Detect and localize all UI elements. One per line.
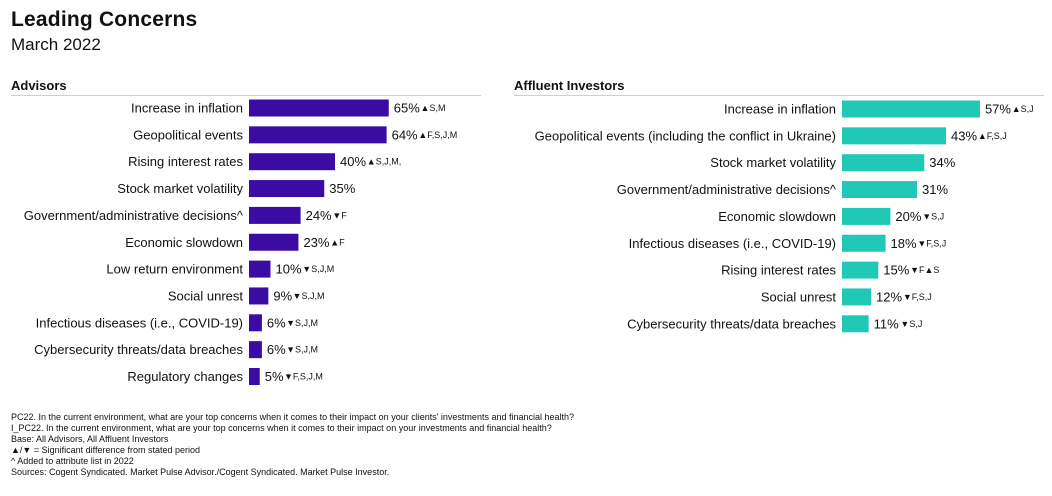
advisors-significance-marker-geopolitical-events: ▲F,S,J,M [418, 130, 457, 140]
advisors-value-label-infectious-diseases-i-e-covid-19: 6% [267, 315, 286, 330]
advisors-panel-title: Advisors [11, 78, 67, 93]
investors-bar-social-unrest [842, 288, 872, 306]
investors-category-label-cybersecurity-threats-data-breaches: Cybersecurity threats/data breaches [627, 316, 836, 331]
advisors-significance-marker-economic-slowdown: ▲F [330, 237, 345, 247]
advisors-value-label-government-administrative-decisions: 24% [306, 208, 332, 223]
investors-bar-increase-in-inflation [842, 100, 980, 118]
investors-value-label-geopolitical-events-including-the-conflict-in-ukraine: 43% [951, 128, 977, 143]
advisors-significance-marker-government-administrative-decisions: ▼F [332, 210, 347, 220]
investors-significance-marker-economic-slowdown: ▼S,J [922, 211, 944, 221]
advisors-significance-marker-rising-interest-rates: ▲S,J,M, [367, 157, 401, 167]
advisors-bar-rising-interest-rates [249, 153, 335, 171]
advisors-bar-low-return-environment [249, 260, 271, 278]
advisors-category-label-economic-slowdown: Economic slowdown [125, 235, 243, 250]
investors-category-label-rising-interest-rates: Rising interest rates [721, 263, 836, 278]
advisors-value-label-economic-slowdown: 23% [303, 235, 329, 250]
investors-value-label-government-administrative-decisions: 31% [922, 182, 948, 197]
investors-bar-economic-slowdown [842, 207, 891, 225]
investors-category-label-economic-slowdown: Economic slowdown [718, 209, 836, 224]
investors-significance-marker-geopolitical-events-including-the-conflict-in-ukraine: ▲F,S,J [978, 131, 1007, 141]
investors-bar-rising-interest-rates [842, 261, 879, 279]
advisors-significance-marker-social-unrest: ▼S,J,M [293, 291, 325, 301]
advisors-significance-marker-increase-in-inflation: ▲S,M [421, 103, 446, 113]
advisors-bar-social-unrest [249, 287, 269, 305]
investors-divider [514, 95, 1044, 96]
advisors-value-label-geopolitical-events: 64% [392, 127, 418, 142]
investors-value-label-social-unrest: 12% [876, 289, 902, 304]
advisors-value-label-stock-market-volatility: 35% [329, 181, 355, 196]
advisors-category-label-government-administrative-decisions: Government/administrative decisions^ [24, 208, 244, 223]
advisors-value-label-rising-interest-rates: 40% [340, 154, 366, 169]
advisors-bar-government-administrative-decisions [249, 206, 301, 224]
advisors-category-label-low-return-environment: Low return environment [106, 262, 243, 277]
advisors-category-label-stock-market-volatility: Stock market volatility [117, 181, 243, 196]
advisors-bar-chart: Increase in inflation 65% ▲S,M Geopolitical… [24, 99, 457, 385]
advisors-category-label-increase-in-inflation: Increase in inflation [131, 101, 243, 116]
investors-significance-marker-infectious-diseases-i-e-covid-19: ▼F,S,J [917, 238, 946, 248]
investors-value-label-cybersecurity-threats-data-breaches: 11% [874, 316, 899, 331]
investors-category-label-government-administrative-decisions: Government/administrative decisions^ [617, 182, 837, 197]
investors-value-label-infectious-diseases-i-e-covid-19: 18% [891, 236, 917, 251]
page-title: Leading Concerns [11, 8, 198, 31]
advisors-significance-marker-low-return-environment: ▼S,J,M [302, 264, 334, 274]
footnote-advisor-question: PC22. In the current environment, what a… [11, 412, 575, 422]
advisors-bar-regulatory-changes [249, 368, 260, 385]
advisors-value-label-social-unrest: 9% [273, 288, 292, 303]
advisors-bar-increase-in-inflation [249, 99, 389, 117]
advisors-bar-infectious-diseases-i-e-covid-19 [249, 314, 262, 332]
footnotes: PC22. In the current environment, what a… [11, 412, 574, 478]
advisors-category-label-social-unrest: Social unrest [168, 288, 244, 303]
advisors-category-label-cybersecurity-threats-data-breaches: Cybersecurity threats/data breaches [34, 342, 243, 357]
advisors-value-label-cybersecurity-threats-data-breaches: 6% [267, 342, 286, 357]
advisors-significance-marker-cybersecurity-threats-data-breaches: ▼S,J,M [286, 345, 318, 355]
investors-panel-title: Affluent Investors [514, 78, 625, 93]
advisors-divider [11, 95, 481, 96]
advisors-bar-stock-market-volatility [249, 180, 325, 198]
footnote-added-attribute: ^ Added to attribute list in 2022 [11, 456, 134, 466]
advisors-category-label-infectious-diseases-i-e-covid-19: Infectious diseases (i.e., COVID-19) [36, 315, 243, 330]
investors-value-label-economic-slowdown: 20% [895, 209, 921, 224]
footnote-sources: Sources: Cogent Syndicated. Market Pulse… [11, 467, 390, 477]
advisors-category-label-rising-interest-rates: Rising interest rates [128, 154, 243, 169]
investors-value-label-rising-interest-rates: 15% [883, 263, 909, 278]
advisors-value-label-increase-in-inflation: 65% [394, 101, 420, 116]
advisors-value-label-regulatory-changes: 5% [265, 369, 284, 384]
advisors-significance-marker-regulatory-changes: ▼F,S,J,M [284, 372, 323, 382]
investors-category-label-increase-in-inflation: Increase in inflation [724, 102, 836, 117]
investors-bar-government-administrative-decisions [842, 181, 918, 199]
investors-significance-marker-rising-interest-rates: ▼F▲S [910, 265, 939, 275]
investors-bar-stock-market-volatility [842, 154, 925, 172]
investors-value-label-increase-in-inflation: 57% [985, 102, 1011, 117]
advisors-category-label-regulatory-changes: Regulatory changes [127, 369, 243, 384]
footnote-investor-question: I_PC22. In the current environment, what… [11, 423, 552, 433]
investors-category-label-infectious-diseases-i-e-covid-19: Infectious diseases (i.e., COVID-19) [629, 236, 836, 251]
investors-category-label-social-unrest: Social unrest [761, 289, 837, 304]
advisors-bar-geopolitical-events [249, 126, 387, 144]
advisors-bar-cybersecurity-threats-data-breaches [249, 341, 262, 359]
footnote-base: Base: All Advisors, All Affluent Investo… [11, 434, 169, 444]
investors-significance-marker-cybersecurity-threats-data-breaches: ▼S,J [900, 319, 922, 329]
investors-bar-cybersecurity-threats-data-breaches [842, 315, 869, 333]
advisors-significance-marker-infectious-diseases-i-e-covid-19: ▼S,J,M [286, 318, 318, 328]
investors-bar-infectious-diseases-i-e-covid-19 [842, 234, 886, 252]
investors-bar-geopolitical-events-including-the-conflict-in-ukraine [842, 127, 947, 145]
investors-category-label-stock-market-volatility: Stock market volatility [710, 155, 836, 170]
investors-significance-marker-social-unrest: ▼F,S,J [903, 292, 932, 302]
page-subtitle: March 2022 [11, 35, 101, 54]
investors-value-label-stock-market-volatility: 34% [929, 155, 955, 170]
advisors-category-label-geopolitical-events: Geopolitical events [133, 127, 243, 142]
advisors-bar-economic-slowdown [249, 233, 299, 251]
footnote-significance: ▲/▼ = Significant difference from stated… [11, 445, 200, 455]
investors-category-label-geopolitical-events-including-the-conflict-in-ukraine: Geopolitical events (including the confl… [535, 128, 836, 143]
investors-bar-chart: Increase in inflation 57% ▲S,J Geopolitical… [535, 100, 1034, 333]
investors-significance-marker-increase-in-inflation: ▲S,J [1012, 104, 1034, 114]
advisors-value-label-low-return-environment: 10% [276, 262, 302, 277]
